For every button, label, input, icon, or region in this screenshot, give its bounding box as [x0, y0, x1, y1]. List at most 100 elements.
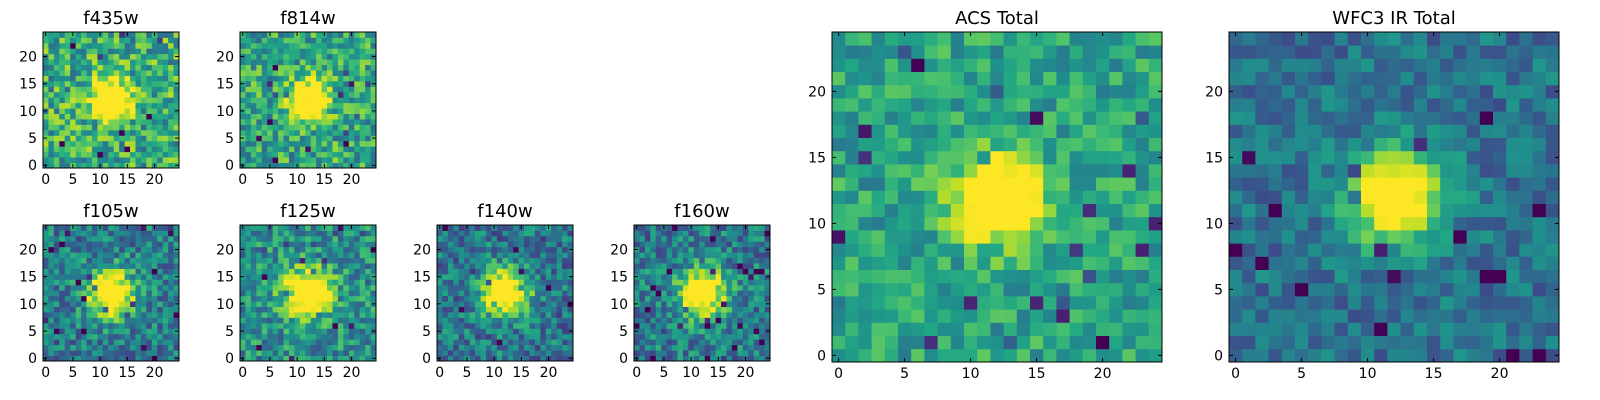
heatmap-cell: [453, 235, 460, 242]
heatmap-cell: [75, 59, 82, 66]
heatmap-cell: [858, 269, 872, 284]
heatmap-cell: [283, 102, 290, 109]
heatmap-cell: [480, 295, 487, 302]
heatmap-cell: [245, 91, 252, 98]
heatmap-cell: [1440, 282, 1454, 297]
heatmap-cell: [737, 339, 744, 346]
heatmap-cell: [327, 42, 333, 49]
heatmap-cell: [321, 80, 328, 87]
heatmap-cell: [305, 279, 312, 286]
heatmap-cell: [458, 328, 465, 335]
heatmap-cell: [288, 241, 295, 248]
heatmap-cell: [666, 328, 673, 335]
heatmap-cell: [911, 84, 925, 99]
heatmap-cell: [1268, 269, 1283, 284]
heatmap-cell: [354, 225, 361, 231]
heatmap-cell: [1334, 243, 1349, 257]
heatmap-cell: [43, 97, 49, 104]
heatmap-cell: [1506, 309, 1520, 323]
heatmap-cell: [485, 225, 492, 231]
heatmap-cell: [655, 241, 662, 248]
heatmap-cell: [365, 113, 371, 120]
heatmap-cell: [337, 37, 344, 44]
heatmap-cell: [102, 129, 109, 136]
heatmap-cell: [97, 295, 104, 302]
axes-frame: [42, 224, 180, 362]
heatmap-cell: [327, 301, 333, 307]
heatmap-cell: [140, 322, 147, 329]
heatmap-cell: [354, 317, 361, 324]
heatmap-cell: [1229, 203, 1243, 218]
heatmap-cell: [91, 355, 98, 362]
heatmap-cell: [119, 48, 125, 55]
heatmap-cell: [485, 246, 492, 253]
heatmap-cell: [977, 98, 991, 112]
heatmap-cell: [475, 268, 481, 275]
heatmap-cell: [845, 282, 859, 297]
heatmap-cell: [43, 295, 49, 302]
heatmap-cell: [480, 273, 487, 280]
y-tick-label: 20: [413, 242, 431, 258]
heatmap-cell: [748, 312, 755, 318]
heatmap-cell: [86, 75, 93, 82]
heatmap-cell: [639, 333, 646, 340]
heatmap-cell: [75, 102, 82, 109]
heatmap-cell: [562, 295, 568, 302]
heatmap-cell: [354, 151, 361, 158]
heatmap-cell: [1506, 296, 1520, 310]
heatmap-cell: [146, 70, 153, 76]
heatmap-cell: [157, 135, 164, 142]
heatmap-cell: [288, 317, 295, 324]
heatmap-cell: [556, 328, 563, 335]
heatmap-cell: [70, 140, 77, 147]
heatmap-cell: [502, 317, 509, 324]
heatmap-cell: [704, 246, 711, 253]
heatmap-cell: [370, 129, 377, 136]
heatmap-cell: [699, 225, 706, 231]
heatmap-cell: [644, 235, 651, 242]
heatmap-cell: [43, 151, 49, 158]
heatmap-cell: [496, 290, 503, 297]
heatmap-cell: [1506, 230, 1520, 244]
heatmap-cell: [1096, 309, 1110, 323]
heatmap-cell: [162, 284, 169, 291]
heatmap-cell: [562, 301, 568, 307]
heatmap-cell: [113, 306, 120, 313]
heatmap-cell: [365, 350, 371, 356]
heatmap-cell: [950, 243, 965, 257]
heatmap-cell: [721, 284, 727, 291]
heatmap-cell: [1082, 150, 1097, 165]
heatmap-cell: [1532, 164, 1547, 178]
heatmap-cell: [556, 268, 563, 275]
heatmap-cell: [53, 317, 60, 324]
heatmap-cell: [666, 252, 673, 259]
heatmap-cell: [924, 256, 938, 270]
heatmap-cell: [267, 129, 274, 136]
heatmap-cell: [924, 111, 938, 125]
heatmap-cell: [75, 113, 82, 120]
heatmap-cell: [748, 284, 755, 291]
heatmap-cell: [699, 355, 706, 362]
heatmap-cell: [677, 235, 684, 242]
heatmap-cell: [688, 268, 695, 275]
heatmap-cell: [332, 53, 339, 60]
heatmap-cell: [1135, 58, 1150, 72]
heatmap-cell: [1135, 137, 1150, 152]
heatmap-cell: [327, 157, 333, 163]
heatmap-cell: [130, 64, 136, 71]
heatmap-cell: [86, 135, 93, 142]
heatmap-cell: [682, 333, 689, 340]
heatmap-cell: [272, 225, 279, 231]
heatmap-cell: [964, 309, 978, 323]
heatmap-cell: [437, 230, 443, 237]
heatmap-cell: [140, 333, 147, 340]
heatmap-cell: [753, 339, 760, 346]
heatmap-cell: [316, 42, 322, 49]
heatmap-cell: [534, 279, 541, 286]
heatmap-cell: [86, 225, 93, 231]
heatmap-cell: [124, 322, 131, 329]
heatmap-cell: [113, 263, 120, 269]
heatmap-cell: [272, 48, 279, 55]
heatmap-cell: [1466, 164, 1481, 178]
heatmap-cell: [1506, 203, 1520, 218]
